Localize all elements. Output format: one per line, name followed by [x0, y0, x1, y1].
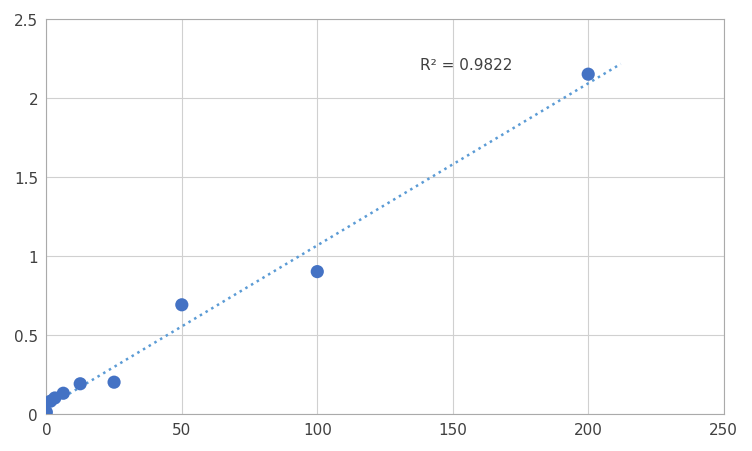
Point	[582, 71, 594, 78]
Point	[44, 398, 56, 405]
Point	[311, 268, 323, 276]
Point	[176, 302, 188, 309]
Point	[74, 380, 86, 387]
Point	[49, 395, 61, 402]
Point	[57, 390, 69, 397]
Text: R² = 0.9822: R² = 0.9822	[420, 58, 513, 73]
Point	[108, 379, 120, 386]
Point	[41, 409, 53, 416]
